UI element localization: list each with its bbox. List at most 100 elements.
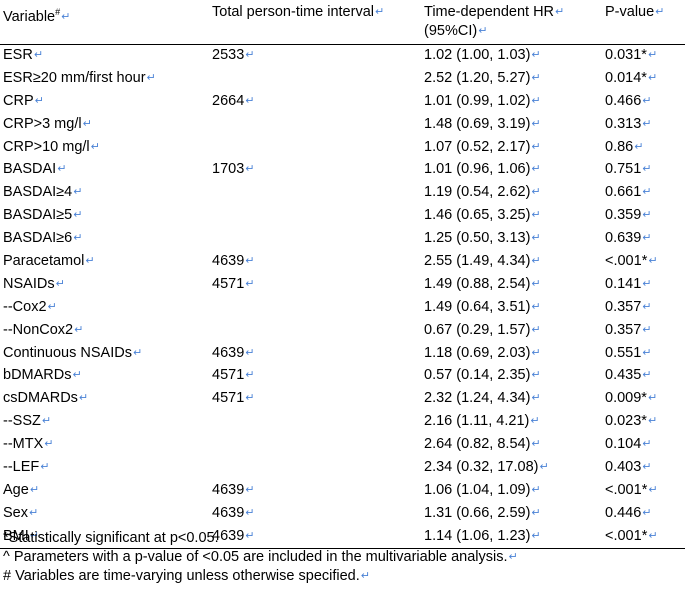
cell-pvalue: <.001*↵ — [605, 481, 658, 498]
cell-variable: Sex↵ — [3, 504, 39, 521]
cell-variable: BASDAI≥6↵ — [3, 230, 83, 247]
cell-hr: 2.32 (1.24, 4.34)↵ — [424, 390, 541, 407]
cell-variable: BMI↵ — [3, 527, 39, 544]
cell-pvalue: 0.551↵ — [605, 344, 652, 361]
cell-hr: 1.49 (0.88, 2.54)↵ — [424, 275, 541, 292]
table-row: --NonCox2↵ 0.67 (0.29, 1.57)↵ 0.357↵ — [0, 319, 685, 342]
cell-hr: 1.31 (0.66, 2.59)↵ — [424, 504, 541, 521]
cell-person-time: 4639↵ — [212, 344, 255, 361]
footnotes: *Statistically significant at p<0.05. ^ P… — [3, 529, 518, 586]
table-row: ESR↵ 2533↵ 1.02 (1.00, 1.03)↵ 0.031*↵ — [0, 44, 685, 67]
return-mark-icon: ↵ — [642, 277, 652, 290]
return-mark-icon: ↵ — [245, 49, 255, 61]
return-mark-icon: ↵ — [642, 232, 652, 245]
cell-pvalue: 0.751↵ — [605, 161, 652, 178]
return-mark-icon: ↵ — [531, 232, 541, 245]
return-mark-icon: ↵ — [642, 117, 652, 130]
return-mark-icon: ↵ — [90, 140, 100, 153]
return-mark-icon: ↵ — [647, 71, 658, 84]
header-hr: Time-dependent HR↵ (95%CI)↵ — [424, 4, 565, 39]
cell-variable: Age↵ — [3, 481, 40, 498]
return-mark-icon: ↵ — [29, 483, 40, 496]
return-mark-icon: ↵ — [245, 346, 255, 359]
hash-superscript: # — [55, 7, 61, 17]
return-mark-icon: ↵ — [647, 392, 658, 405]
return-mark-icon: ↵ — [555, 6, 565, 18]
table-row: --LEF↵ 2.34 (0.32, 17.08)↵ 0.403↵ — [0, 456, 685, 479]
cell-pvalue: 0.86↵ — [605, 138, 644, 155]
cell-person-time: 2664↵ — [212, 92, 255, 109]
cell-hr: 1.25 (0.50, 3.13)↵ — [424, 230, 541, 247]
return-mark-icon: ↵ — [531, 163, 541, 176]
table-row: Sex↵ 4639↵ 1.31 (0.66, 2.59)↵ 0.446↵ — [0, 502, 685, 525]
return-mark-icon: ↵ — [647, 415, 658, 428]
cell-variable: CRP↵ — [3, 92, 44, 109]
cell-pvalue: 0.446↵ — [605, 504, 652, 521]
return-mark-icon: ↵ — [531, 529, 541, 542]
cell-variable: --LEF↵ — [3, 459, 50, 476]
cell-person-time: 1703↵ — [212, 161, 255, 178]
return-mark-icon: ↵ — [29, 506, 39, 519]
cell-hr: 1.46 (0.65, 3.25)↵ — [424, 207, 541, 224]
table-row: csDMARDs↵ 4571↵ 2.32 (1.24, 4.34)↵ 0.009*↵ — [0, 387, 685, 410]
cell-hr: 1.06 (1.04, 1.09)↵ — [424, 481, 541, 498]
cell-hr: 1.49 (0.64, 3.51)↵ — [424, 298, 541, 315]
return-mark-icon: ↵ — [245, 529, 255, 542]
cell-pvalue: 0.403↵ — [605, 459, 652, 476]
return-mark-icon: ↵ — [245, 277, 255, 290]
return-mark-icon: ↵ — [642, 461, 652, 474]
cell-person-time: 4639↵ — [212, 253, 255, 270]
return-mark-icon: ↵ — [539, 461, 549, 474]
return-mark-icon: ↵ — [642, 186, 652, 199]
cell-variable: --SSZ↵ — [3, 413, 52, 430]
cell-pvalue: 0.313↵ — [605, 115, 652, 132]
table-row: CRP↵ 2664↵ 1.01 (0.99, 1.02)↵ 0.466↵ — [0, 90, 685, 113]
return-mark-icon: ↵ — [478, 25, 488, 37]
return-mark-icon: ↵ — [531, 209, 541, 222]
cell-pvalue: 0.357↵ — [605, 298, 652, 315]
table-row: BMI↵ 4639↵ 1.14 (1.06, 1.23)↵ <.001*↵ — [0, 525, 685, 549]
header-pvalue: P-value↵ — [605, 4, 665, 20]
cell-pvalue: 0.639↵ — [605, 230, 652, 247]
return-mark-icon: ↵ — [132, 346, 143, 359]
cell-person-time: 4639↵ — [212, 527, 255, 544]
return-mark-icon: ↵ — [57, 163, 67, 176]
cell-variable: --MTX↵ — [3, 436, 54, 453]
return-mark-icon: ↵ — [648, 483, 658, 496]
table-row: BASDAI≥4↵ 1.19 (0.54, 2.62)↵ 0.661↵ — [0, 181, 685, 204]
return-mark-icon: ↵ — [642, 163, 652, 176]
return-mark-icon: ↵ — [82, 117, 92, 130]
return-mark-icon: ↵ — [531, 255, 541, 268]
table-row: BASDAI≥5↵ 1.46 (0.65, 3.25)↵ 0.359↵ — [0, 204, 685, 227]
return-mark-icon: ↵ — [531, 323, 541, 336]
return-mark-icon: ↵ — [73, 209, 83, 222]
cell-variable: NSAIDs↵ — [3, 275, 65, 292]
cell-hr: 0.57 (0.14, 2.35)↵ — [424, 367, 541, 384]
cell-variable: BASDAI≥5↵ — [3, 207, 83, 224]
return-mark-icon: ↵ — [648, 255, 658, 268]
return-mark-icon: ↵ — [146, 71, 156, 84]
cell-hr: 1.07 (0.52, 2.17)↵ — [424, 138, 541, 155]
return-mark-icon: ↵ — [531, 94, 541, 107]
cell-variable: csDMARDs↵ — [3, 390, 89, 407]
cell-pvalue: <.001*↵ — [605, 527, 658, 544]
return-mark-icon: ↵ — [531, 186, 541, 199]
return-mark-icon: ↵ — [634, 140, 644, 153]
return-mark-icon: ↵ — [73, 186, 83, 199]
cell-hr: 2.52 (1.20, 5.27)↵ — [424, 69, 541, 86]
cell-person-time: 4639↵ — [212, 504, 255, 521]
return-mark-icon: ↵ — [648, 529, 658, 542]
return-mark-icon: ↵ — [245, 94, 255, 107]
cell-pvalue: 0.023*↵ — [605, 413, 658, 430]
return-mark-icon: ↵ — [642, 438, 652, 451]
cell-person-time: 4571↵ — [212, 390, 255, 407]
return-mark-icon: ↵ — [642, 506, 652, 519]
cell-hr: 1.19 (0.54, 2.62)↵ — [424, 184, 541, 201]
return-mark-icon: ↵ — [508, 551, 518, 563]
return-mark-icon: ↵ — [245, 483, 255, 496]
cell-hr: 1.01 (0.99, 1.02)↵ — [424, 92, 541, 109]
return-mark-icon: ↵ — [642, 300, 652, 313]
table-header: Variable#↵ Total person-time interval↵ T… — [0, 0, 685, 45]
table-row: Continuous NSAIDs↵ 4639↵ 1.18 (0.69, 2.03)… — [0, 342, 685, 365]
return-mark-icon: ↵ — [245, 506, 255, 519]
